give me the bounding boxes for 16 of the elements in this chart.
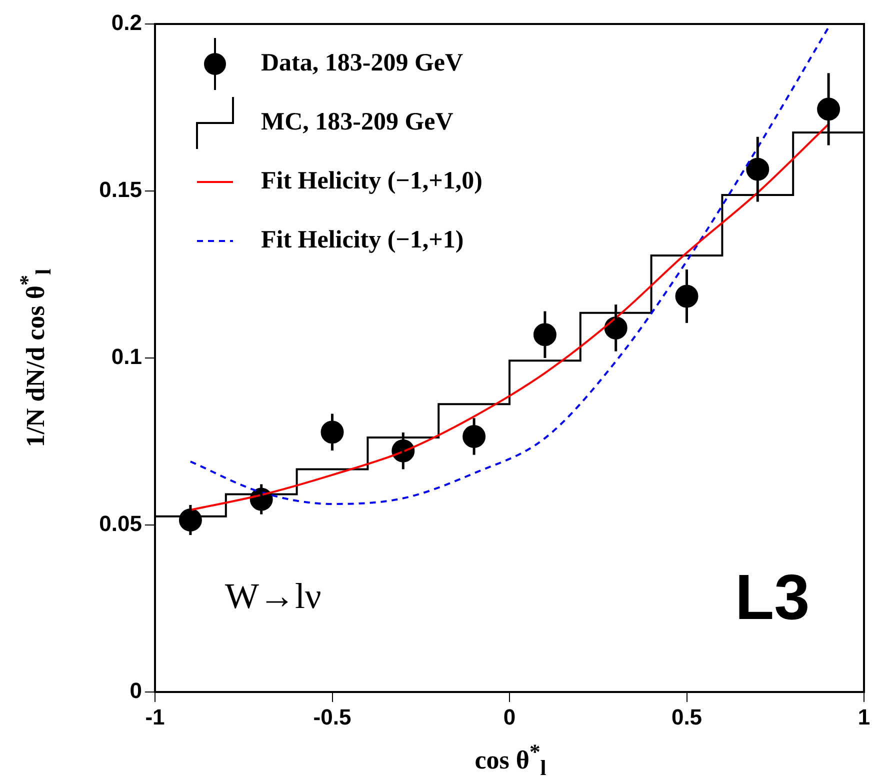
legend-label: MC, 183-209 GeV — [261, 108, 454, 136]
x-tick-label: 0.5 — [671, 704, 702, 730]
annotation: L3 — [735, 560, 810, 634]
y-tick-label: 0.05 — [99, 511, 142, 536]
legend-label: Fit Helicity (−1,+1) — [261, 226, 464, 254]
legend-label: Fit Helicity (−1,+1,0) — [261, 167, 482, 194]
legend-label: Data, 183-209 GeV — [261, 49, 464, 76]
x-tick-label: 1 — [858, 704, 870, 730]
y-tick-label: 0.2 — [111, 10, 142, 36]
y-tick-label: 0 — [130, 678, 142, 704]
y-tick-label: 0.15 — [99, 177, 142, 202]
x-tick-label: -1 — [145, 704, 165, 730]
x-tick-label: -0.5 — [313, 704, 352, 730]
x-tick-label: 0 — [503, 704, 516, 730]
annotation: W→lν — [225, 575, 322, 617]
y-tick-label: 0.1 — [111, 344, 142, 370]
